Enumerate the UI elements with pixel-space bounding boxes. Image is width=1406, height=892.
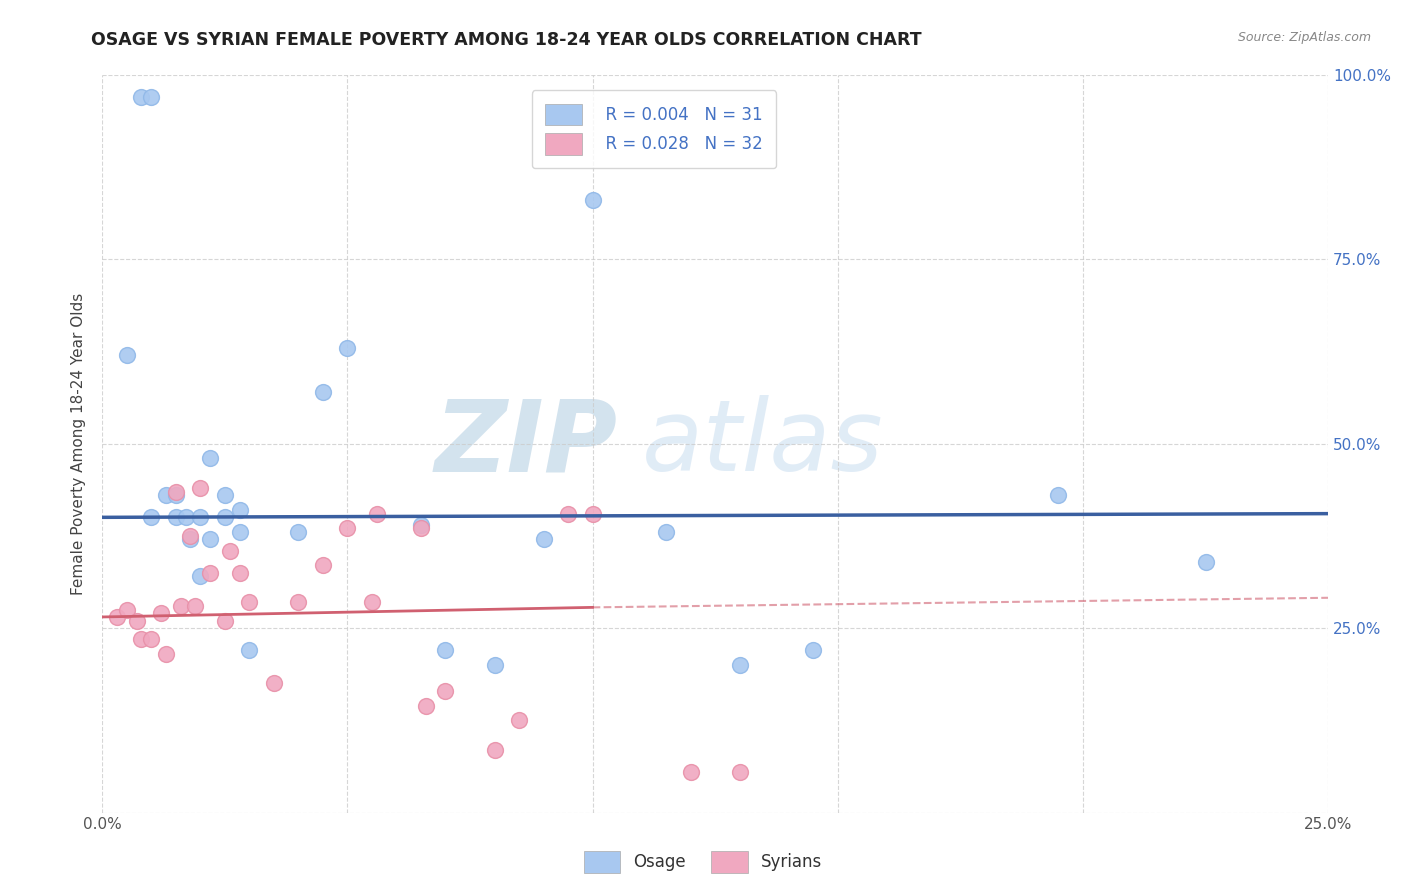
Point xyxy=(581,193,603,207)
Point xyxy=(155,488,177,502)
Point xyxy=(728,657,751,672)
Point xyxy=(508,713,530,727)
Point xyxy=(434,643,457,657)
Point xyxy=(1047,488,1070,502)
Point xyxy=(218,543,240,558)
Point xyxy=(141,510,163,524)
Point xyxy=(238,643,260,657)
Point xyxy=(125,614,148,628)
Point xyxy=(188,481,211,495)
Point xyxy=(174,510,197,524)
Point xyxy=(434,683,457,698)
Point xyxy=(361,595,384,609)
Point xyxy=(150,607,173,621)
Point xyxy=(287,595,309,609)
Point xyxy=(581,507,603,521)
Point xyxy=(238,595,260,609)
Point xyxy=(141,89,163,103)
Legend: Osage, Syrians: Osage, Syrians xyxy=(576,845,830,880)
Point xyxy=(409,521,432,535)
Point xyxy=(141,632,163,646)
Point xyxy=(228,566,250,580)
Point xyxy=(179,529,201,543)
Point xyxy=(131,632,153,646)
Point xyxy=(214,614,236,628)
Point xyxy=(214,488,236,502)
Point xyxy=(533,533,555,547)
Point xyxy=(312,384,335,399)
Point xyxy=(165,510,187,524)
Point xyxy=(131,89,153,103)
Point xyxy=(728,764,751,779)
Legend:   R = 0.004   N = 31,   R = 0.028   N = 32: R = 0.004 N = 31, R = 0.028 N = 32 xyxy=(531,90,776,168)
Point xyxy=(366,507,388,521)
Point xyxy=(198,451,221,466)
Point xyxy=(170,599,193,613)
Text: Source: ZipAtlas.com: Source: ZipAtlas.com xyxy=(1237,31,1371,45)
Point xyxy=(115,348,138,362)
Point xyxy=(155,647,177,661)
Point xyxy=(263,676,285,690)
Point xyxy=(228,503,250,517)
Point xyxy=(228,525,250,540)
Point xyxy=(287,525,309,540)
Point xyxy=(679,764,702,779)
Point xyxy=(484,743,506,757)
Point xyxy=(188,569,211,583)
Point xyxy=(484,657,506,672)
Point xyxy=(1194,555,1216,569)
Point xyxy=(801,643,824,657)
Point xyxy=(415,698,437,713)
Point xyxy=(198,533,221,547)
Point xyxy=(198,566,221,580)
Point xyxy=(336,521,359,535)
Point xyxy=(557,507,579,521)
Point xyxy=(179,533,201,547)
Y-axis label: Female Poverty Among 18-24 Year Olds: Female Poverty Among 18-24 Year Olds xyxy=(72,293,86,595)
Point xyxy=(214,510,236,524)
Text: ZIP: ZIP xyxy=(434,395,617,492)
Point xyxy=(184,599,207,613)
Point xyxy=(409,517,432,532)
Point xyxy=(655,525,678,540)
Point xyxy=(105,610,128,624)
Point xyxy=(165,484,187,499)
Point xyxy=(188,510,211,524)
Point xyxy=(115,602,138,616)
Text: OSAGE VS SYRIAN FEMALE POVERTY AMONG 18-24 YEAR OLDS CORRELATION CHART: OSAGE VS SYRIAN FEMALE POVERTY AMONG 18-… xyxy=(91,31,922,49)
Point xyxy=(165,488,187,502)
Point xyxy=(312,558,335,573)
Point xyxy=(336,341,359,355)
Text: atlas: atlas xyxy=(641,395,883,492)
